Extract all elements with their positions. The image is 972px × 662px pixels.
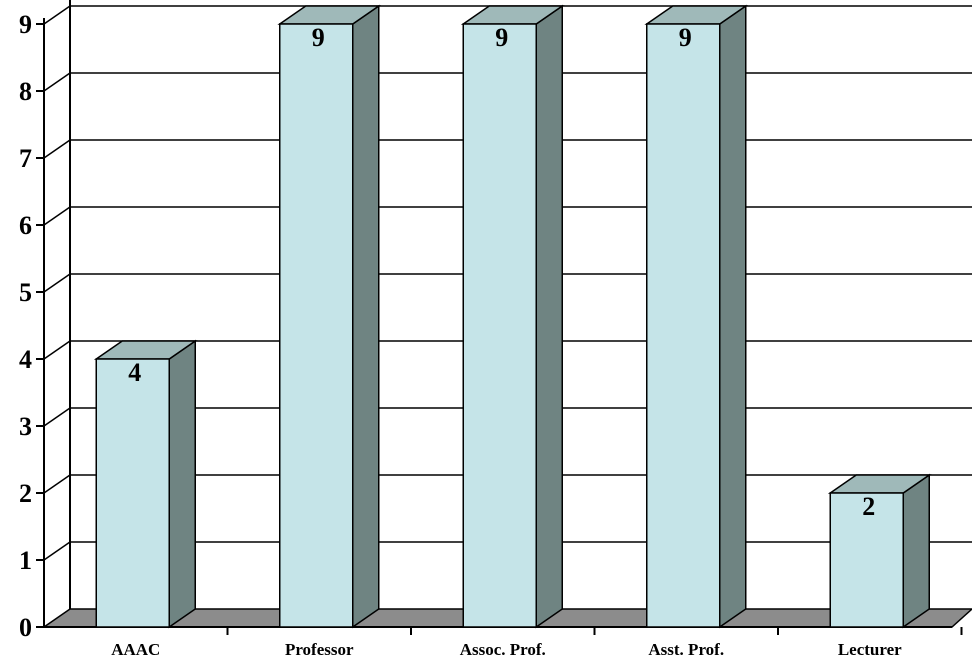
x-category-label-4: Lecturer — [838, 640, 902, 659]
ytick-label-0: 0 — [19, 613, 32, 642]
bar-side-2 — [535, 4, 563, 629]
data-label-1: 9 — [312, 23, 325, 52]
bar-1 — [277, 4, 382, 629]
gridline-diag-8 — [43, 72, 71, 92]
x-category-label-0: AAAC — [111, 640, 160, 659]
gridline-diag-1 — [43, 541, 71, 561]
bar-front-1 — [279, 23, 354, 628]
bar-4 — [827, 473, 932, 629]
ytick-label-6: 6 — [19, 211, 32, 240]
bar-front-4 — [829, 492, 904, 628]
data-label-2: 9 — [495, 23, 508, 52]
gridline-diag-6 — [43, 206, 71, 226]
bar-front-2 — [462, 23, 537, 628]
bar-side-3 — [719, 4, 747, 629]
bar-side-4 — [902, 473, 930, 629]
bars — [93, 4, 932, 629]
ytick-label-5: 5 — [19, 278, 32, 307]
data-label-0: 4 — [128, 358, 141, 387]
data-labels: 4 9 9 9 2 — [128, 23, 875, 521]
bar-front-3 — [646, 23, 721, 628]
gridline-diag-5 — [43, 273, 71, 293]
bar-2 — [460, 4, 565, 629]
gridline-diag-4 — [43, 340, 71, 360]
x-category-label-3: Asst. Prof. — [648, 640, 724, 659]
x-category-label-2: Assoc. Prof. — [460, 640, 546, 659]
gridline-diag-9 — [43, 5, 71, 25]
bar-3 — [644, 4, 749, 629]
ytick-label-2: 2 — [19, 479, 32, 508]
bar-0 — [93, 339, 198, 629]
ytick-label-1: 1 — [19, 546, 32, 575]
x-category-label-1: Professor — [285, 640, 354, 659]
data-label-3: 9 — [679, 23, 692, 52]
ytick-label-8: 8 — [19, 77, 32, 106]
gridline-diag-2 — [43, 474, 71, 494]
ytick-label-7: 7 — [19, 144, 32, 173]
ytick-label-4: 4 — [19, 345, 32, 374]
gridline-diag-3 — [43, 407, 71, 427]
x-category-labels: AAAC Professor Assoc. Prof. Asst. Prof. Lect… — [111, 640, 902, 659]
gridline-diag-7 — [43, 139, 71, 159]
bar-front-0 — [95, 358, 170, 628]
data-label-4: 2 — [862, 492, 875, 521]
bar-side-0 — [168, 339, 196, 629]
ytick-label-9: 9 — [19, 10, 32, 39]
y-tick-labels: 0 1 2 3 4 5 6 7 8 9 — [19, 10, 32, 642]
bar-side-1 — [352, 4, 380, 629]
ytick-label-3: 3 — [19, 412, 32, 441]
